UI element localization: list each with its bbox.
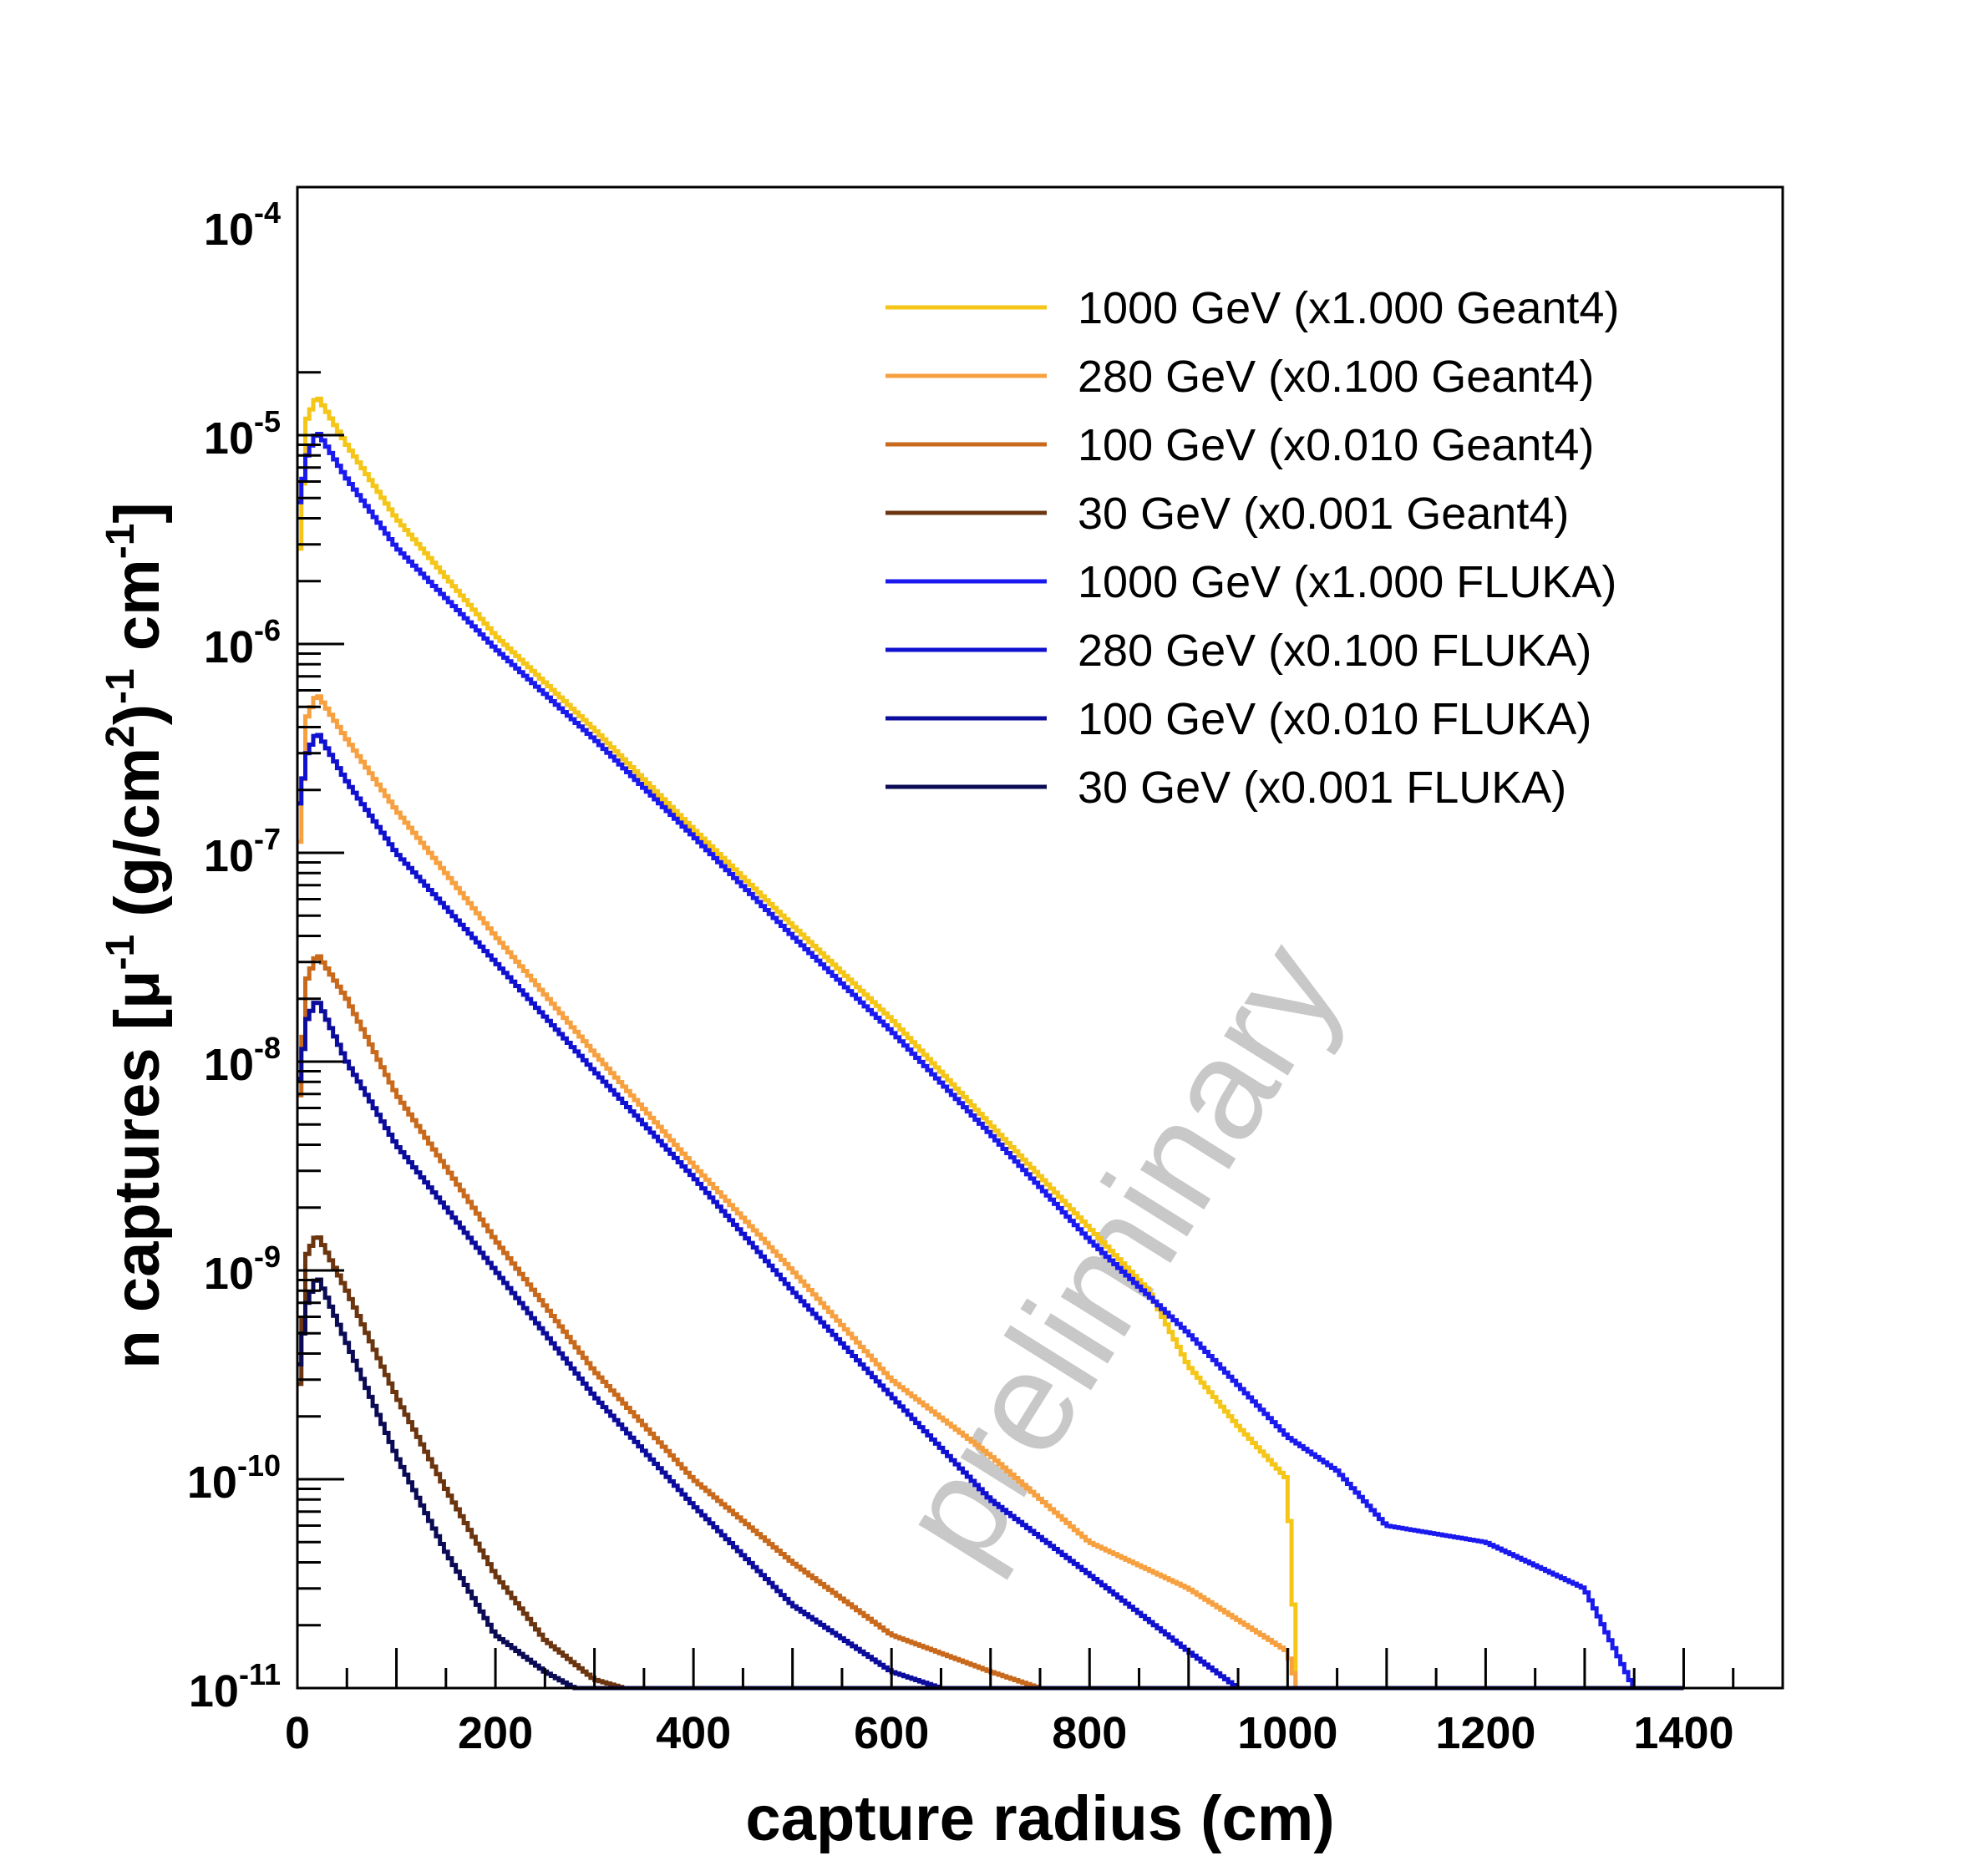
legend-label: 1000 GeV (x1.000 Geant4) bbox=[1078, 283, 1619, 333]
y-axis: 10-11 10-10 10-9 10-8 10-7 10-6 10-5 10-4 bbox=[187, 195, 344, 1716]
x-tick-label: 1200 bbox=[1435, 1708, 1535, 1758]
legend-label: 280 GeV (x0.100 Geant4) bbox=[1078, 352, 1594, 402]
series-line-2 bbox=[297, 694, 1298, 1691]
series-line-7 bbox=[297, 1001, 941, 1691]
legend-label: 30 GeV (x0.001 Geant4) bbox=[1078, 489, 1569, 539]
x-tick-label: 400 bbox=[656, 1708, 731, 1758]
series-line-4 bbox=[297, 1235, 625, 1691]
y-label-mid2: ) bbox=[102, 704, 173, 725]
y-label-sup3: -1 bbox=[99, 668, 143, 704]
legend-label: 1000 GeV (x1.000 FLUKA) bbox=[1078, 557, 1616, 607]
y-label-mid3: cm bbox=[102, 559, 173, 668]
y-tick-label: 10-6 bbox=[204, 613, 281, 672]
legend-label: 280 GeV (x0.100 FLUKA) bbox=[1078, 626, 1591, 676]
y-tick-label: 10-11 bbox=[189, 1657, 281, 1716]
x-axis-label: capture radius (cm) bbox=[745, 1783, 1334, 1854]
legend-label: 100 GeV (x0.010 Geant4) bbox=[1078, 420, 1594, 470]
series-line-3 bbox=[297, 954, 1041, 1691]
x-tick-label: 1400 bbox=[1633, 1708, 1733, 1758]
y-label-sup1: -1 bbox=[99, 935, 143, 971]
series-line-5 bbox=[297, 432, 1684, 1691]
legend: 1000 GeV (x1.000 Geant4) 280 GeV (x0.100 … bbox=[886, 283, 1619, 813]
y-tick-label: 10-5 bbox=[204, 404, 281, 464]
y-axis-label: n captures [μ-1 (g/cm2)-1 cm-1] bbox=[99, 502, 173, 1368]
y-label-prefix: n captures [μ bbox=[102, 970, 173, 1368]
y-label-sup2: 2 bbox=[99, 725, 143, 748]
legend-label: 30 GeV (x0.001 FLUKA) bbox=[1078, 763, 1566, 813]
y-tick-label: 10-8 bbox=[204, 1031, 281, 1090]
x-tick-label: 800 bbox=[1052, 1708, 1127, 1758]
y-label-suffix: ] bbox=[102, 502, 173, 523]
x-tick-label: 200 bbox=[458, 1708, 533, 1758]
x-tick-label: 0 bbox=[285, 1708, 310, 1758]
y-label-mid1: (g/cm bbox=[102, 748, 173, 935]
series-group bbox=[297, 396, 1684, 1691]
x-axis: 0 200 400 600 800 1000 1200 1400 bbox=[285, 1648, 1784, 1758]
series-line-6 bbox=[297, 733, 1239, 1691]
x-tick-label: 600 bbox=[854, 1708, 929, 1758]
x-tick-label: 1000 bbox=[1237, 1708, 1337, 1758]
y-label-sup4: -1 bbox=[99, 524, 143, 560]
y-tick-label: 10-7 bbox=[204, 822, 281, 881]
y-tick-label: 10-10 bbox=[187, 1448, 281, 1508]
y-tick-label: 10-4 bbox=[204, 195, 281, 255]
series-line-1 bbox=[297, 396, 1298, 1691]
legend-label: 100 GeV (x0.010 FLUKA) bbox=[1078, 694, 1591, 744]
y-tick-label: 10-9 bbox=[204, 1240, 281, 1299]
